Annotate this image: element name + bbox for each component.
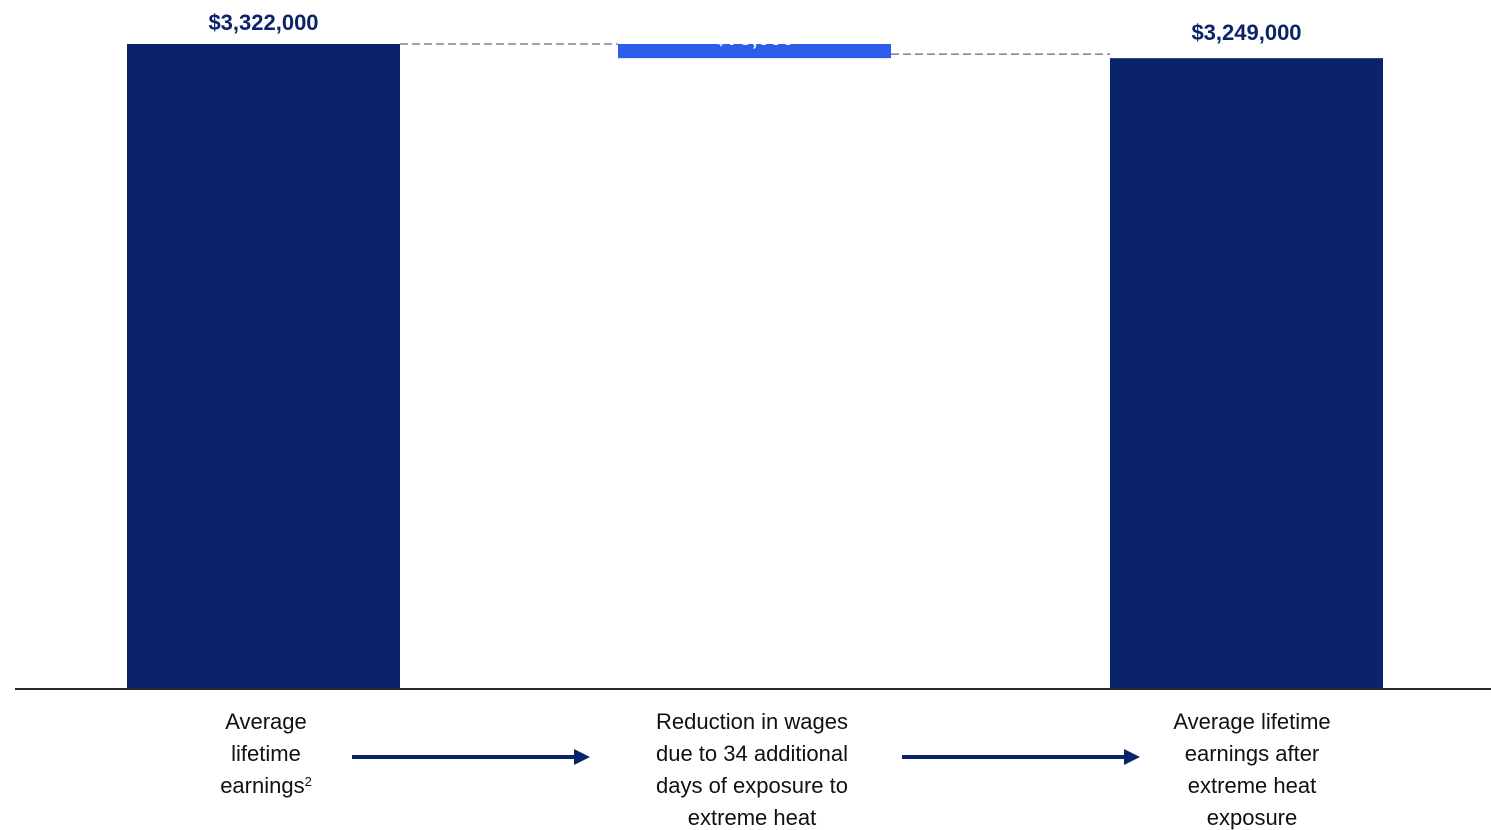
category-label-2: Reduction in wages due to 34 additional da… <box>656 709 848 830</box>
data-label-decrease-percent: (2.2%) <box>722 57 787 82</box>
flow-arrow-head-1 <box>574 749 590 765</box>
flow-arrow-head-2 <box>1124 749 1140 765</box>
category-label-3: Average lifetime earnings after extreme he… <box>1173 709 1330 830</box>
data-label-total-2: $3,249,000 <box>1191 20 1301 45</box>
total-bar-1 <box>127 44 400 688</box>
decrease-bar <box>618 44 891 59</box>
data-label-total-1: $3,322,000 <box>208 10 318 35</box>
data-label-decrease: $73,000 <box>715 25 795 50</box>
total-bar-3 <box>1110 58 1383 688</box>
category-label-1: Average lifetime earnings2 <box>220 709 312 798</box>
